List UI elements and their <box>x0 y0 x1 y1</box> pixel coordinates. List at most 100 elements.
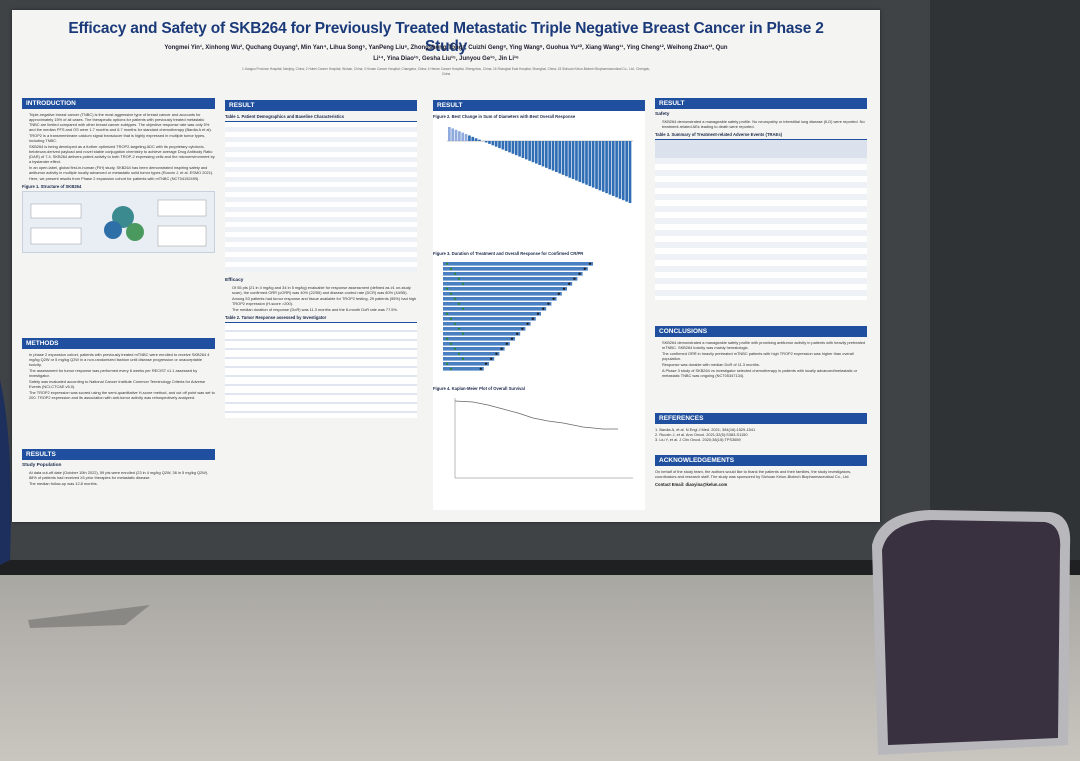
wall-panel <box>930 0 1080 575</box>
figure-caption: Figure 3. Duration of Treatment and Over… <box>433 251 584 256</box>
response-marker <box>568 282 571 285</box>
swimmer-bar <box>443 352 500 356</box>
waterfall-bar <box>511 141 515 154</box>
waterfall-bar <box>571 141 575 180</box>
waterfall-bar <box>545 141 548 168</box>
affiliations: 1 Jiangsu Province Hospital, Nanjing, Ch… <box>242 67 651 76</box>
km-curve <box>454 400 618 430</box>
subheading: Study Population <box>22 463 62 468</box>
swimmer-bar <box>443 302 552 306</box>
swimmer-bar <box>443 347 505 351</box>
bullet: Triple-negative breast cancer (TNBC) is … <box>29 112 215 132</box>
response-marker <box>449 342 453 345</box>
swimmer-bar <box>443 277 578 281</box>
response-marker <box>453 272 457 275</box>
response-marker <box>526 322 529 325</box>
bullet: At data cut-off date (October 10th 2022)… <box>29 470 215 480</box>
swimmer-bar <box>443 312 541 316</box>
swimmer-bar <box>443 357 495 361</box>
response-marker <box>445 312 449 315</box>
label-box <box>30 227 82 245</box>
waterfall-bar <box>565 141 568 177</box>
waterfall-bar <box>531 141 535 163</box>
waterfall-bar <box>458 131 461 141</box>
response-marker <box>445 362 449 365</box>
acknowledgement-text: On behalf of the study team, the authors… <box>655 469 852 479</box>
figure-caption: Figure 4. Kaplan-Meier Plot of Overall S… <box>433 386 525 391</box>
response-marker <box>445 262 449 265</box>
chair <box>872 510 1071 755</box>
section-heading: ACKNOWLEDGEMENTS <box>655 455 867 466</box>
bullet: In phase 2 expansion cohort, patients wi… <box>29 352 215 367</box>
response-marker <box>583 267 586 270</box>
subheading: Efficacy <box>225 278 244 283</box>
waterfall-bar <box>464 134 468 141</box>
swimmer-bar <box>443 342 510 346</box>
waterfall-bar <box>518 141 521 157</box>
table-caption: Table 2. Tumor Response assessed by Inve… <box>225 315 327 320</box>
response-marker <box>457 277 461 280</box>
section-heading: RESULT <box>655 98 867 109</box>
waterfall-bar <box>585 141 588 185</box>
waterfall-bar <box>625 141 628 202</box>
swimmer-bar <box>443 297 557 301</box>
waterfall-bar <box>598 141 602 191</box>
waterfall-bar <box>601 141 605 192</box>
poster-title: Efficacy and Safety of SKB264 for Previo… <box>68 20 824 55</box>
bullet: Of 55 pts (21 in 4 mg/kg and 34 in 5 mg/… <box>232 285 417 295</box>
bullet-list: Of 55 pts (21 in 4 mg/kg and 34 in 5 mg/… <box>225 285 417 312</box>
waterfall-bar <box>605 141 608 194</box>
swimmer-bar <box>443 322 531 326</box>
response-marker <box>531 317 534 320</box>
results-population: RESULTS Study Population At data cut-off… <box>22 449 215 509</box>
swimmer-bar <box>443 287 567 291</box>
wall-base <box>0 560 1080 576</box>
response-marker <box>453 297 457 300</box>
bullet: Here, we present results from Phase 2 ex… <box>29 176 215 181</box>
reference: 3. Liu Y, et al. J Clin Oncol. 2020;38(1… <box>655 437 741 442</box>
waterfall-bar <box>448 127 451 141</box>
table-1 <box>225 121 417 272</box>
response-marker <box>461 357 465 360</box>
waterfall-bar <box>538 141 542 165</box>
waterfall-bar <box>534 141 538 164</box>
response-marker <box>562 287 566 290</box>
blob <box>126 223 144 241</box>
subheading: Safety <box>655 112 670 117</box>
label-box <box>157 225 207 247</box>
swimmer-bar <box>443 307 547 311</box>
waterfall-bar <box>621 141 625 201</box>
references-section: REFERENCES 1. Bardia A, et al. N Engl J … <box>655 413 867 455</box>
response-marker <box>578 272 581 275</box>
waterfall-bar <box>555 141 558 173</box>
response-marker <box>573 277 576 280</box>
response-marker <box>495 352 498 355</box>
response-marker <box>461 332 465 335</box>
waterfall-bar <box>578 141 582 182</box>
response-marker <box>516 332 519 335</box>
label-box <box>157 199 207 217</box>
section-heading: METHODS <box>22 338 215 349</box>
swimmer-bar <box>443 292 562 296</box>
response-marker <box>557 292 560 295</box>
swimmer-bar <box>443 367 484 371</box>
response-marker <box>457 327 461 330</box>
response-marker <box>588 262 592 265</box>
acknowledgements-section: ACKNOWLEDGEMENTS On behalf of the study … <box>655 455 867 510</box>
waterfall-bar <box>521 141 525 158</box>
waterfall-bar <box>484 141 488 143</box>
response-marker <box>552 297 555 300</box>
waterfall-bar <box>528 141 531 161</box>
response-marker <box>521 327 524 330</box>
response-marker <box>500 347 503 350</box>
waterfall-bar <box>628 141 632 203</box>
response-marker <box>453 347 457 350</box>
waterfall-bar <box>488 141 491 144</box>
waterfall-bar <box>514 141 518 156</box>
response-marker <box>457 352 461 355</box>
waterfall-bar <box>551 141 555 171</box>
response-marker <box>445 287 449 290</box>
bullet: The confirmed ORR in heavily pretreated … <box>662 351 867 361</box>
bullet: SKB264 demonstrated a manageable safety … <box>662 340 867 350</box>
